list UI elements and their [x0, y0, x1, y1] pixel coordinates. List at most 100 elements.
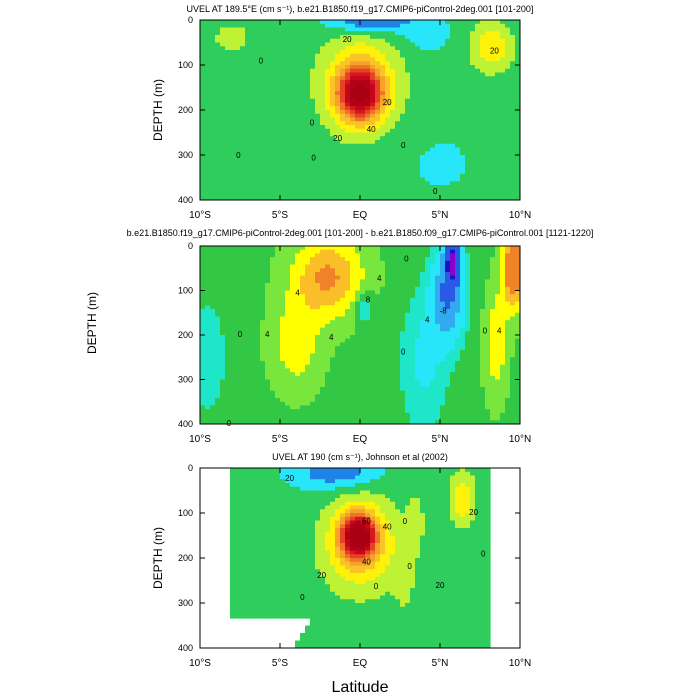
field-cell: [285, 23, 291, 29]
field-cell: [205, 309, 211, 314]
field-cell: [205, 31, 211, 36]
field-cell: [365, 143, 371, 149]
field-cell: [205, 342, 211, 347]
field-cell: [220, 368, 226, 373]
field-cell: [275, 420, 281, 424]
field-cell: [320, 95, 326, 100]
field-cell: [320, 409, 326, 414]
field-cell: [420, 196, 426, 200]
field-cell: [465, 53, 471, 59]
field-cell: [225, 65, 231, 70]
field-cell: [335, 170, 341, 175]
field-cell: [220, 316, 226, 321]
field-cell: [405, 121, 411, 126]
field-cell: [350, 80, 356, 85]
field-cell: [255, 76, 261, 81]
field-cell: [235, 264, 241, 269]
field-cell: [445, 53, 451, 59]
field-cell: [460, 61, 466, 66]
field-cell: [240, 136, 246, 141]
field-cell: [440, 162, 446, 167]
field-cell: [470, 38, 476, 44]
field-cell: [235, 31, 241, 36]
field-cell: [300, 140, 306, 145]
field-cell: [460, 177, 466, 182]
field-cell: [235, 110, 241, 115]
field-cell: [365, 65, 371, 70]
field-cell: [320, 27, 326, 32]
y-tick-label: 100: [178, 60, 193, 70]
field-cell: [375, 394, 381, 399]
field-cell: [400, 151, 406, 156]
field-cell: [485, 147, 491, 152]
field-cell: [355, 31, 361, 36]
field-cell: [220, 268, 226, 273]
field-cell: [225, 98, 231, 104]
field-cell: [205, 61, 211, 66]
field-cell: [355, 398, 361, 403]
field-cell: [510, 117, 516, 122]
field-cell: [230, 297, 236, 303]
field-cell: [505, 61, 511, 66]
field-cell: [450, 95, 456, 100]
field-cell: [355, 372, 361, 377]
field-cell: [245, 342, 251, 347]
field-cell: [460, 72, 466, 77]
field-cell: [280, 83, 286, 89]
field-cell: [290, 68, 296, 74]
field-cell: [360, 405, 366, 410]
field-cell: [455, 166, 461, 171]
contour-label: 0: [401, 141, 406, 150]
field-cell: [295, 95, 301, 100]
field-cell: [300, 20, 306, 25]
field-cell: [345, 27, 351, 32]
field-cell: [305, 331, 311, 336]
field-cell: [260, 260, 266, 266]
field-cell: [375, 136, 381, 141]
field-cell: [295, 249, 301, 255]
field-cell: [345, 360, 351, 366]
field-cell: [340, 372, 346, 377]
field-cell: [260, 35, 266, 40]
field-cell: [310, 192, 316, 197]
field-cell: [290, 416, 296, 421]
field-cell: [275, 346, 281, 351]
field-cell: [300, 390, 306, 395]
field-cell: [225, 405, 231, 410]
field-cell: [255, 338, 261, 344]
field-cell: [500, 132, 506, 137]
field-cell: [350, 155, 356, 160]
field-cell: [425, 57, 431, 62]
field-cell: [390, 65, 396, 70]
field-cell: [365, 61, 371, 66]
field-cell: [340, 412, 346, 418]
field-cell: [280, 257, 286, 262]
field-cell: [280, 401, 286, 407]
field-cell: [515, 53, 520, 59]
field-cell: [465, 106, 471, 111]
field-cell: [390, 401, 396, 407]
field-cell: [225, 72, 231, 77]
field-cell: [225, 368, 231, 373]
field-cell: [325, 177, 331, 182]
field-cell: [325, 294, 331, 299]
field-cell: [370, 394, 376, 399]
field-cell: [280, 386, 286, 392]
field-cell: [395, 260, 401, 266]
field-cell: [420, 192, 426, 197]
field-cell: [425, 23, 431, 29]
field-cell: [415, 20, 421, 25]
field-cell: [315, 364, 321, 369]
field-cell: [430, 80, 436, 85]
field-cell: [460, 83, 466, 89]
field-cell: [220, 192, 226, 197]
field-cell: [225, 257, 231, 262]
field-cell: [325, 87, 331, 92]
field-cell: [510, 128, 516, 134]
field-cell: [320, 246, 326, 251]
field-cell: [400, 50, 406, 55]
field-cell: [475, 95, 481, 100]
field-cell: [435, 117, 441, 122]
field-cell: [390, 316, 396, 321]
field-cell: [405, 53, 411, 59]
